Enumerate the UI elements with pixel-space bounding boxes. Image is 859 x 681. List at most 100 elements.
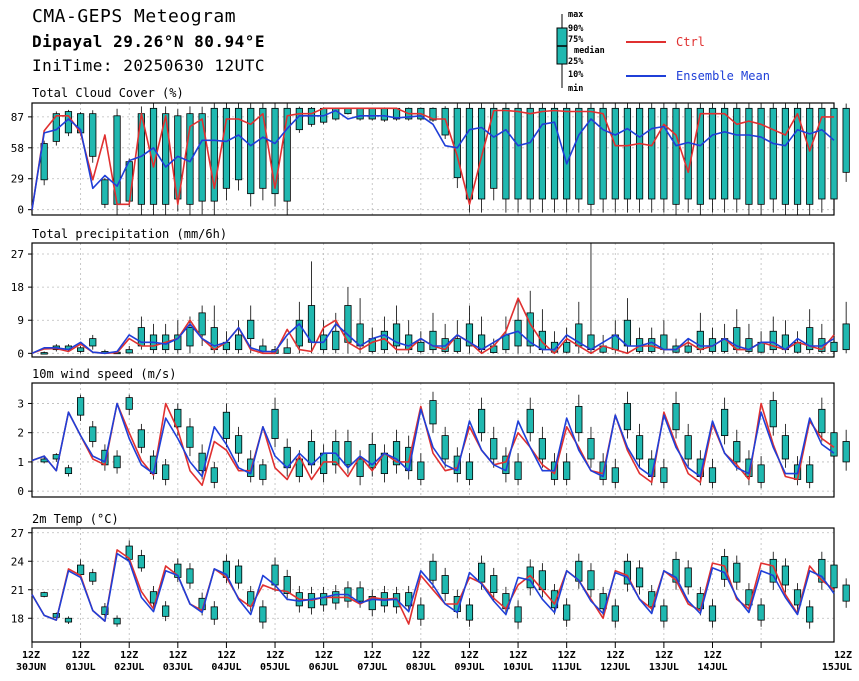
x-date-label: 02JUL	[114, 662, 144, 673]
x-date-label: 07JUL	[357, 662, 387, 673]
box	[344, 441, 352, 466]
box	[198, 312, 206, 336]
y-tick-label: 87	[11, 111, 24, 124]
box	[806, 107, 814, 205]
box	[210, 107, 218, 202]
box	[40, 592, 48, 597]
x-date-label: 30JUN	[16, 662, 46, 673]
box	[368, 443, 376, 469]
box	[611, 467, 619, 483]
box	[186, 113, 194, 205]
box	[490, 575, 498, 594]
x-date-label: 04JUL	[211, 662, 241, 673]
x-date-label: 13JUL	[649, 662, 679, 673]
box	[283, 576, 291, 594]
box	[635, 107, 644, 200]
box	[733, 441, 741, 463]
box	[356, 323, 364, 347]
box	[757, 107, 765, 205]
box	[587, 107, 595, 205]
box	[465, 323, 474, 347]
y-tick-label: 27	[11, 527, 24, 540]
x-date-label: 08JUL	[406, 662, 436, 673]
x-date-label: 14JUL	[697, 662, 727, 673]
x-date-label: 10JUL	[503, 662, 533, 673]
box	[307, 305, 316, 343]
x-date-label: 05JUL	[260, 662, 290, 673]
box	[502, 107, 510, 200]
box	[234, 107, 243, 181]
box	[356, 458, 364, 477]
box	[830, 341, 838, 352]
box	[781, 435, 789, 460]
x-hour-label: 12Z	[217, 650, 235, 661]
box	[465, 107, 474, 200]
y-tick-label: 24	[11, 555, 25, 568]
box	[77, 564, 85, 575]
box	[672, 403, 680, 431]
box	[89, 572, 97, 582]
box	[453, 338, 461, 352]
box	[77, 347, 85, 352]
box	[234, 435, 243, 454]
x-hour-label: 12Z	[655, 650, 673, 661]
y-tick-label: 18	[11, 281, 24, 294]
box	[89, 338, 97, 347]
x-hour-label: 12Z	[558, 650, 576, 661]
box	[623, 560, 632, 585]
box	[271, 107, 279, 195]
box	[842, 107, 850, 173]
box	[745, 107, 753, 205]
box	[806, 464, 814, 483]
ensemble-mean-line	[31, 552, 835, 622]
box	[538, 330, 546, 351]
y-tick-label: 29	[11, 173, 24, 186]
box	[368, 107, 376, 120]
ctrl-line	[31, 107, 834, 210]
x-hour-label: 12Z	[363, 650, 381, 661]
box	[344, 107, 352, 115]
legend-box-label: min	[568, 83, 583, 94]
box	[137, 555, 145, 569]
x-hour-label: 12Z	[509, 650, 527, 661]
box	[222, 411, 231, 439]
box	[392, 441, 401, 466]
box	[842, 323, 850, 351]
box	[672, 107, 680, 205]
panel-title: 10m wind speed (m/s)	[32, 367, 177, 381]
box	[563, 461, 571, 480]
x-date-label: 12JUL	[600, 662, 630, 673]
box	[125, 349, 133, 354]
x-hour-label: 12Z	[120, 650, 138, 661]
box	[174, 408, 182, 428]
x-hour-label: 12Z	[315, 650, 333, 661]
box	[247, 319, 255, 340]
box	[769, 400, 777, 428]
box	[818, 558, 826, 583]
box	[368, 596, 376, 611]
box	[769, 558, 777, 583]
box	[441, 575, 449, 594]
x-hour-label: 12Z	[606, 650, 624, 661]
box	[162, 464, 170, 480]
box	[210, 606, 218, 620]
y-tick-label: 21	[11, 584, 24, 597]
box	[429, 107, 437, 121]
box	[259, 464, 267, 480]
panel-2: 10m wind speed (m/s) 0 1 2 3	[17, 367, 850, 498]
box	[842, 441, 850, 463]
box	[380, 107, 388, 121]
box	[222, 107, 231, 189]
ensemble-mean-line	[31, 109, 835, 210]
box	[125, 397, 133, 410]
x-hour-label: 12Z	[412, 650, 430, 661]
box	[538, 438, 546, 460]
box	[490, 107, 498, 189]
box	[101, 606, 109, 615]
y-tick-label: 58	[11, 142, 24, 155]
box	[332, 330, 340, 351]
box	[708, 605, 717, 622]
box	[113, 617, 121, 625]
legend-box-label: 10%	[568, 70, 584, 80]
